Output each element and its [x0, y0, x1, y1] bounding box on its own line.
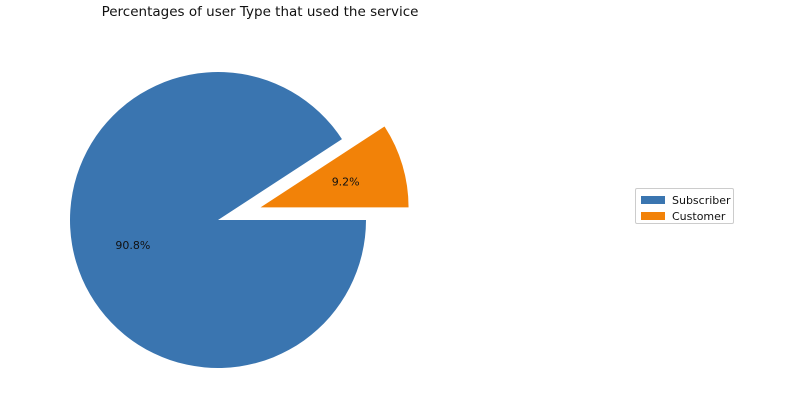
legend-item-customer: Customer [641, 208, 733, 224]
legend-label-subscriber: Subscriber [672, 193, 731, 207]
legend-label-customer: Customer [672, 209, 726, 223]
legend-swatch-subscriber [641, 196, 665, 204]
pie-slice-customer [260, 126, 409, 208]
pie-label-customer: 9.2% [332, 176, 360, 189]
legend-swatch-customer [641, 212, 665, 220]
legend-item-subscriber: Subscriber [641, 192, 733, 208]
chart-title: Percentages of user Type that used the s… [101, 4, 419, 20]
legend: Subscriber Customer [635, 188, 734, 224]
pie-label-subscriber: 90.8% [115, 239, 150, 252]
pie-slice-subscriber [70, 72, 366, 369]
